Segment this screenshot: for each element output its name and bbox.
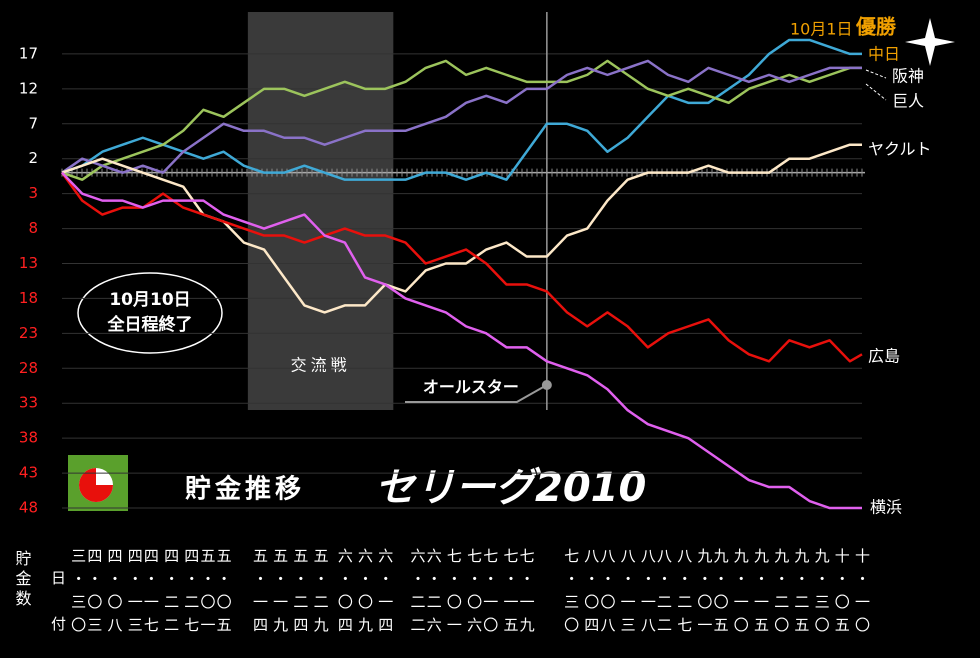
series-line — [61, 171, 862, 510]
x-tick-label: 四・二二 — [162, 548, 180, 640]
x-tick-label: 五・一四 — [251, 548, 269, 640]
y-tick-label: 33 — [19, 394, 38, 412]
x-tick-label: 七・〇六 — [465, 548, 483, 640]
series-line — [61, 59, 862, 181]
x-tick-label: 四・〇三 — [85, 548, 103, 640]
series-label: 広島 — [868, 347, 900, 366]
x-tick-label: 五・一九 — [271, 548, 289, 640]
x-tick-label: 六・一四 — [376, 548, 394, 640]
x-tick-label: 九・一五 — [752, 548, 770, 640]
y-tick-label: 23 — [19, 324, 38, 342]
x-tick-label: 九・〇五 — [712, 548, 730, 640]
x-tick-label: 九・二〇 — [772, 548, 790, 640]
y-tick-label: 7 — [28, 114, 38, 132]
y-tick-label: 13 — [19, 254, 38, 272]
x-tick-label: 七・一九 — [518, 548, 536, 640]
allstar-label: オールスター — [423, 378, 519, 397]
x-tick-label: 九・〇一 — [695, 548, 713, 640]
x-tick-label: 七・一〇 — [481, 548, 499, 640]
x-tick-label: 九・三〇 — [813, 548, 831, 640]
x-tick-label: 六・二二 — [409, 548, 427, 640]
x-tick-label: 六・二六 — [425, 548, 443, 640]
x-tick-label: 四・一七 — [142, 548, 160, 640]
x-tick-label: 八・〇八 — [598, 548, 616, 640]
x-tick-label: 八・二七 — [675, 548, 693, 640]
x-tick-label: 五・〇五 — [215, 548, 233, 640]
series-line — [60, 171, 863, 363]
series-line — [61, 38, 862, 181]
series-line — [61, 59, 862, 174]
label-leader — [865, 69, 887, 101]
series-label: ヤクルト — [868, 140, 932, 159]
x-tick-label: 八・一八 — [639, 548, 657, 640]
x-tick-label: 四・二七 — [182, 548, 200, 640]
x-tick-label: 六・〇四 — [336, 548, 354, 640]
series-label: 横浜 — [870, 498, 902, 517]
y-tick-label: 8 — [28, 219, 38, 237]
chart-title: 貯金推移 — [185, 474, 305, 505]
y-tick-label: 28 — [19, 359, 38, 377]
champion-date: 10月1日 — [790, 20, 853, 39]
chart-subtitle: セリーグ2010 — [375, 465, 646, 511]
x-tick-label: 七・三〇 — [562, 548, 580, 640]
x-tick-label: 五・二九 — [312, 548, 330, 640]
allstar-leader — [405, 384, 548, 403]
x-tick-label: 七・一五 — [501, 548, 519, 640]
y-tick-label: 2 — [28, 149, 38, 167]
y-tick-label: 43 — [19, 464, 38, 482]
x-tick-label: 八・一三 — [619, 548, 637, 640]
status-note: 全日程終了 — [107, 314, 193, 335]
x-tick-label: 五・〇一 — [198, 548, 216, 640]
x-tick-label: 九・一〇 — [732, 548, 750, 640]
series-label: 中日 — [868, 45, 900, 64]
y-tick-label: 18 — [19, 289, 38, 307]
y-tick-label: 17 — [19, 44, 38, 62]
x-tick-label: 八・二二 — [655, 548, 673, 640]
x-tick-label: 八・〇四 — [582, 548, 600, 640]
x-tick-label: 四・〇八 — [106, 548, 124, 640]
series-label: 阪神 — [892, 67, 924, 86]
x-tick-label: 七・〇一 — [445, 548, 463, 640]
x-axis-label: 日付 — [49, 570, 67, 658]
note-ellipse — [77, 272, 223, 354]
series-label: 巨人 — [892, 92, 924, 111]
y-tick-label: 3 — [28, 184, 38, 202]
star — [905, 18, 955, 66]
champion-label: 優勝 — [855, 15, 897, 39]
y-tick-label: 38 — [19, 429, 38, 447]
x-tick-label: 九・二五 — [792, 548, 810, 640]
interleague-label: 交流戦 — [291, 356, 351, 375]
interleague-band — [247, 12, 394, 410]
logo-sector — [79, 468, 113, 502]
x-tick-label: 五・二四 — [291, 548, 309, 640]
x-tick-label: 六・〇九 — [356, 548, 374, 640]
x-tick-label: 十・〇五 — [833, 548, 851, 640]
status-note: 10月10日 — [109, 290, 190, 310]
y-tick-label: 48 — [19, 499, 38, 517]
x-tick-label: 四・一三 — [126, 548, 144, 640]
x-tick-label: 三・三〇 — [69, 548, 87, 640]
y-tick-label: 12 — [19, 79, 38, 97]
y-axis-label: 貯金数 — [13, 550, 32, 610]
series-line — [61, 143, 862, 314]
x-tick-label: 十・一〇 — [853, 548, 871, 640]
